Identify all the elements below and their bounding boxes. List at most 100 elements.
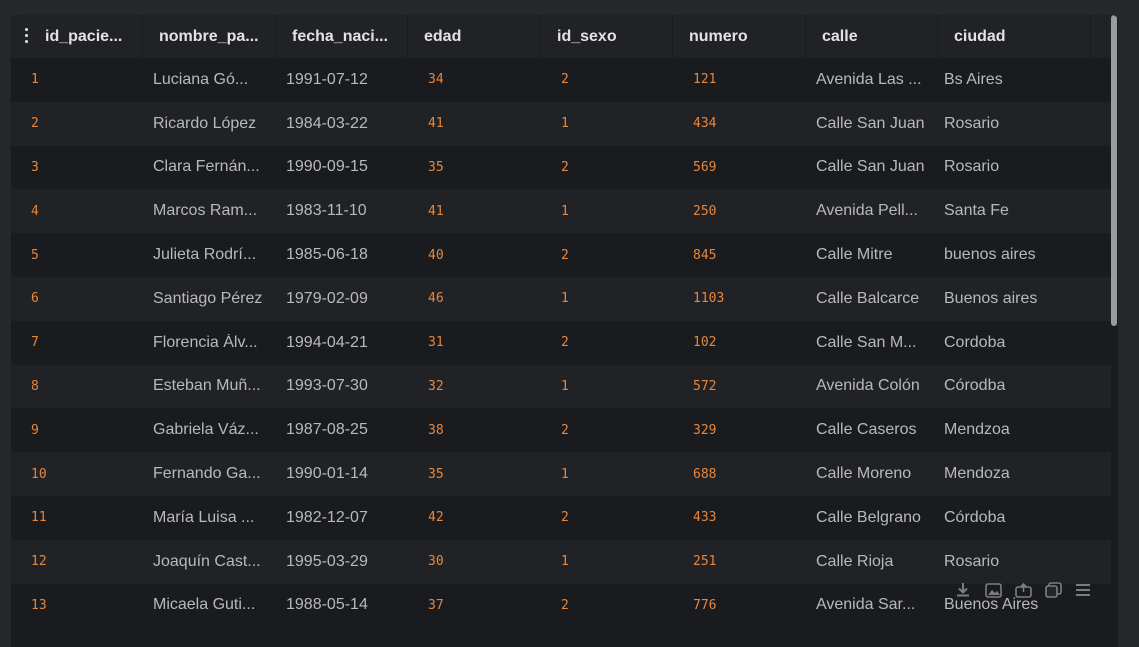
cell-ciudad[interactable]: Córdoba xyxy=(944,508,1006,526)
cell-edad[interactable]: 38 xyxy=(428,422,444,438)
cell-fecha-nacimiento[interactable]: 1983-11-10 xyxy=(286,202,367,220)
cell-id-sexo[interactable]: 2 xyxy=(561,335,569,351)
cell-fecha-nacimiento[interactable]: 1979-02-09 xyxy=(286,289,368,307)
cell-nombre-paciente[interactable]: Micaela Guti... xyxy=(153,596,256,614)
cell-id-paciente[interactable]: 12 xyxy=(31,554,47,570)
cell-numero[interactable]: 433 xyxy=(693,510,717,526)
column-header-edad[interactable]: edad xyxy=(408,15,541,58)
table-row[interactable]: 9 Gabriela Váz... 1987-08-25 38 2 329 Calle Ca… xyxy=(11,408,1111,453)
cell-edad[interactable]: 35 xyxy=(428,466,444,482)
cell-calle[interactable]: Avenida Las ... xyxy=(816,70,922,88)
cell-ciudad[interactable]: Rosario xyxy=(944,552,1000,570)
cell-nombre-paciente[interactable]: Esteban Muñ... xyxy=(153,377,261,395)
cell-numero[interactable]: 434 xyxy=(693,116,717,132)
cell-calle[interactable]: Calle San Juan xyxy=(816,158,925,176)
cell-id-paciente[interactable]: 1 xyxy=(31,72,39,88)
table-row[interactable]: 1 Luciana Gó... 1991-07-12 34 2 121 Avenida La… xyxy=(11,58,1111,102)
cell-ciudad[interactable]: buenos aires xyxy=(944,246,1036,264)
cell-id-paciente[interactable]: 3 xyxy=(31,159,39,175)
table-row[interactable]: 5 Julieta Rodrí... 1985-06-18 40 2 845 Calle M… xyxy=(11,233,1111,277)
table-row[interactable]: 12 Joaquín Cast... 1995-03-29 30 1 251 Calle R… xyxy=(11,539,1111,584)
cell-nombre-paciente[interactable]: Ricardo López xyxy=(153,114,257,132)
cell-id-sexo[interactable]: 1 xyxy=(561,466,569,482)
export-image-button[interactable] xyxy=(983,580,1003,600)
cell-id-sexo[interactable]: 2 xyxy=(561,510,569,526)
cell-nombre-paciente[interactable]: Clara Fernán... xyxy=(153,158,260,176)
cell-ciudad[interactable]: Mendzoa xyxy=(944,421,1010,439)
table-row[interactable]: 8 Esteban Muñ... 1993-07-30 32 1 572 Avenida C… xyxy=(11,364,1111,409)
cell-numero[interactable]: 1103 xyxy=(693,291,725,307)
cell-id-paciente[interactable]: 5 xyxy=(31,247,39,263)
cell-id-paciente[interactable]: 8 xyxy=(31,378,39,394)
cell-fecha-nacimiento[interactable]: 1995-03-29 xyxy=(286,552,368,570)
cell-nombre-paciente[interactable]: Luciana Gó... xyxy=(153,70,249,88)
cell-numero[interactable]: 572 xyxy=(693,378,717,394)
cell-nombre-paciente[interactable]: María Luisa ... xyxy=(153,508,255,526)
cell-nombre-paciente[interactable]: Marcos Ram... xyxy=(153,202,258,220)
cell-fecha-nacimiento[interactable]: 1990-09-15 xyxy=(286,158,368,176)
cell-fecha-nacimiento[interactable]: 1984-03-22 xyxy=(286,114,368,132)
cell-nombre-paciente[interactable]: Santiago Pérez xyxy=(153,289,263,307)
cell-edad[interactable]: 41 xyxy=(428,116,444,132)
cell-calle[interactable]: Calle San M... xyxy=(816,333,917,351)
table-row[interactable]: 3 Clara Fernán... 1990-09-15 35 2 569 Calle Sa… xyxy=(11,145,1111,190)
cell-id-paciente[interactable]: 7 xyxy=(31,335,39,351)
cell-edad[interactable]: 42 xyxy=(428,510,444,526)
cell-id-sexo[interactable]: 1 xyxy=(561,203,569,219)
cell-id-paciente[interactable]: 6 xyxy=(31,291,39,307)
cell-calle[interactable]: Calle Mitre xyxy=(816,246,893,264)
cell-nombre-paciente[interactable]: Julieta Rodrí... xyxy=(153,246,257,264)
cell-calle[interactable]: Calle Moreno xyxy=(816,465,912,483)
column-menu-icon[interactable] xyxy=(24,28,28,43)
cell-fecha-nacimiento[interactable]: 1985-06-18 xyxy=(286,246,368,264)
cell-numero[interactable]: 102 xyxy=(693,335,717,351)
column-header-id-paciente[interactable]: id_pacie... xyxy=(11,15,143,58)
cell-id-paciente[interactable]: 10 xyxy=(31,466,47,482)
cell-numero[interactable]: 329 xyxy=(693,422,717,438)
cell-fecha-nacimiento[interactable]: 1994-04-21 xyxy=(286,333,368,351)
cell-ciudad[interactable]: Rosario xyxy=(944,158,1000,176)
cell-nombre-paciente[interactable]: Florencia Álv... xyxy=(153,333,258,351)
cell-id-sexo[interactable]: 2 xyxy=(561,597,569,613)
download-button[interactable] xyxy=(953,580,973,600)
column-header-ciudad[interactable]: ciudad xyxy=(938,15,1091,58)
cell-numero[interactable]: 688 xyxy=(693,466,717,482)
cell-id-paciente[interactable]: 9 xyxy=(31,422,39,438)
cell-ciudad[interactable]: Mendoza xyxy=(944,465,1010,483)
cell-ciudad[interactable]: Santa Fe xyxy=(944,202,1009,220)
cell-fecha-nacimiento[interactable]: 1993-07-30 xyxy=(286,377,368,395)
cell-ciudad[interactable]: Córodba xyxy=(944,377,1006,395)
cell-edad[interactable]: 35 xyxy=(428,159,444,175)
cell-id-paciente[interactable]: 4 xyxy=(31,203,39,219)
cell-edad[interactable]: 31 xyxy=(428,335,444,351)
cell-id-sexo[interactable]: 1 xyxy=(561,291,569,307)
cell-calle[interactable]: Calle San Juan xyxy=(816,114,925,132)
table-row[interactable]: 10 Fernando Ga... 1990-01-14 35 1 688 Calle Mo… xyxy=(11,452,1111,496)
cell-calle[interactable]: Calle Balcarce xyxy=(816,289,920,307)
column-header-nombre-paciente[interactable]: nombre_pa... xyxy=(143,15,276,58)
cell-ciudad[interactable]: Buenos aires xyxy=(944,289,1038,307)
cell-numero[interactable]: 250 xyxy=(693,203,717,219)
cell-numero[interactable]: 569 xyxy=(693,159,717,175)
table-row[interactable]: 4 Marcos Ram... 1983-11-10 41 1 250 Avenida Pe… xyxy=(11,189,1111,234)
cell-calle[interactable]: Avenida Colón xyxy=(816,377,920,395)
column-header-numero[interactable]: numero xyxy=(673,15,806,58)
cell-nombre-paciente[interactable]: Gabriela Váz... xyxy=(153,421,259,439)
cell-numero[interactable]: 845 xyxy=(693,247,717,263)
cell-calle[interactable]: Calle Caseros xyxy=(816,421,917,439)
cell-edad[interactable]: 32 xyxy=(428,378,444,394)
cell-id-sexo[interactable]: 2 xyxy=(561,159,569,175)
cell-calle[interactable]: Avenida Pell... xyxy=(816,202,918,220)
cell-calle[interactable]: Calle Rioja xyxy=(816,552,894,570)
column-header-id-sexo[interactable]: id_sexo xyxy=(541,15,673,58)
cell-ciudad[interactable]: Rosario xyxy=(944,114,1000,132)
cell-edad[interactable]: 37 xyxy=(428,597,444,613)
column-header-fecha-nacimiento[interactable]: fecha_naci... xyxy=(276,15,408,58)
cell-edad[interactable]: 40 xyxy=(428,247,444,263)
cell-nombre-paciente[interactable]: Joaquín Cast... xyxy=(153,552,261,570)
cell-id-sexo[interactable]: 1 xyxy=(561,116,569,132)
cell-edad[interactable]: 34 xyxy=(428,72,444,88)
cell-fecha-nacimiento[interactable]: 1982-12-07 xyxy=(286,508,368,526)
table-row[interactable]: 13 Micaela Guti... 1988-05-14 37 2 776 Avenida… xyxy=(11,583,1111,628)
table-row[interactable]: 2 Ricardo López 1984-03-22 41 1 434 Calle San … xyxy=(11,101,1111,146)
